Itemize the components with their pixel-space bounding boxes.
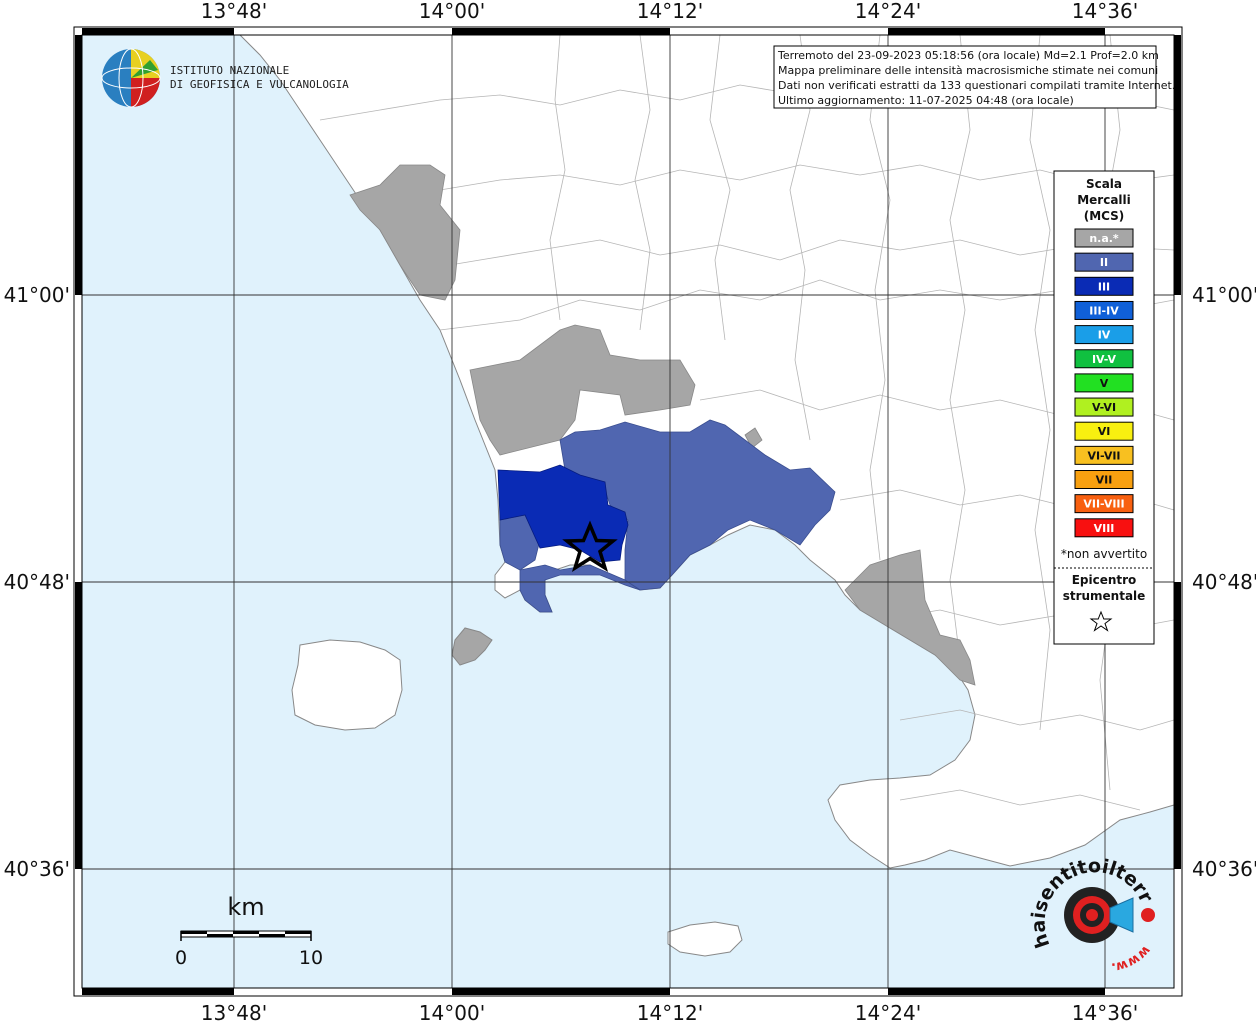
lon-label: 14°00'	[419, 1001, 485, 1024]
legend-swatch	[1074, 518, 1134, 538]
legend-swatch	[1074, 445, 1134, 465]
lon-label: 14°36'	[1072, 0, 1138, 23]
legend-items: n.a.*IIIIIIII-IVIVIV-VVV-VIVIVI-VIIVIIVI…	[1074, 228, 1134, 538]
legend-swatch	[1074, 470, 1134, 489]
epicenter-title-line2: strumentale	[1063, 589, 1146, 603]
legend-label: VIII	[1094, 522, 1115, 535]
scale-max: 10	[299, 947, 323, 969]
lon-label: 13°48'	[201, 0, 267, 23]
lat-label: 40°36'	[4, 857, 70, 881]
legend-label: VI	[1098, 425, 1111, 438]
legend-label: IV-V	[1092, 353, 1117, 366]
info-line-map: Mappa preliminare delle intensità macros…	[778, 64, 1158, 77]
legend-note: *non avvertito	[1061, 547, 1147, 561]
island-capri	[667, 921, 743, 957]
legend-label: V	[1100, 377, 1109, 390]
lat-label: 41°00'	[1192, 283, 1256, 307]
scale-bar: km 0 10	[175, 893, 323, 969]
lat-label: 40°48'	[1192, 570, 1256, 594]
legend-label: III-IV	[1089, 304, 1119, 317]
megaphone-icon	[1109, 897, 1134, 933]
legend-label: II	[1100, 256, 1108, 269]
legend-swatch	[1074, 397, 1134, 417]
scale-unit: km	[227, 893, 264, 921]
scale-min: 0	[175, 947, 187, 969]
lat-label: 40°48'	[4, 570, 70, 594]
legend-label: VI-VII	[1087, 449, 1120, 462]
legend-title-line1: Scala	[1086, 177, 1122, 191]
lon-label: 13°48'	[201, 1001, 267, 1024]
ingv-logo: ISTITUTO NAZIONALE DI GEOFISICA E VULCAN…	[101, 48, 349, 108]
institute-name-line1: ISTITUTO NAZIONALE	[170, 64, 289, 77]
legend-label: IV	[1098, 329, 1111, 342]
legend-swatch	[1074, 494, 1134, 514]
lon-label: 14°12'	[637, 0, 703, 23]
lon-label: 14°24'	[855, 1001, 921, 1024]
region-not-felt	[349, 164, 976, 686]
legend-swatch	[1074, 300, 1134, 320]
info-box: Terremoto del 23-09-2023 05:18:56 (ora l…	[773, 45, 1175, 109]
legend-label: III	[1098, 280, 1110, 293]
legend-label: V-VI	[1092, 401, 1116, 414]
epicenter-star-icon	[562, 520, 618, 572]
lon-label: 14°00'	[419, 0, 485, 23]
lon-label: 14°12'	[637, 1001, 703, 1024]
institute-name-line2: DI GEOFISICA E VULCANOLOGIA	[170, 78, 349, 91]
legend-swatch	[1074, 228, 1134, 248]
lat-labels-right: 41°00' 40°48' 40°36'	[1192, 283, 1256, 881]
legend-label: VII	[1096, 474, 1113, 487]
intensity-legend: Scala Mercalli (MCS) n.a.*IIIIIIII-IVIVI…	[1053, 170, 1155, 645]
legend-title-line2: Mercalli	[1077, 193, 1131, 207]
legend-label: VII-VIII	[1083, 498, 1124, 511]
lon-label: 14°24'	[855, 0, 921, 23]
lat-labels-left: 41°00' 40°48' 40°36'	[4, 283, 70, 881]
info-line-event: Terremoto del 23-09-2023 05:18:56 (ora l…	[777, 49, 1159, 62]
info-line-updated: Ultimo aggiornamento: 11-07-2025 04:48 (…	[778, 94, 1074, 107]
lat-label: 40°36'	[1192, 857, 1256, 881]
island-ischia	[291, 639, 403, 731]
info-dot-icon	[1141, 908, 1155, 922]
legend-swatch	[1074, 325, 1134, 345]
lon-labels-bottom: 13°48' 14°00' 14°12' 14°24' 14°36'	[201, 1001, 1138, 1025]
graticule	[82, 35, 1174, 988]
lon-label: 14°36'	[1072, 1001, 1138, 1024]
legend-label: n.a.*	[1089, 232, 1119, 245]
legend-title-line3: (MCS)	[1084, 209, 1125, 223]
island-procida	[451, 627, 493, 666]
legend-swatch	[1074, 252, 1134, 272]
epicenter-title-line1: Epicentro	[1072, 573, 1137, 587]
legend-star-icon	[1089, 610, 1113, 632]
legend-swatch	[1074, 373, 1134, 393]
legend-swatch	[1074, 421, 1134, 441]
lat-label: 41°00'	[4, 283, 70, 307]
info-line-data: Dati non verificati estratti da 133 ques…	[778, 79, 1175, 92]
map-frame	[73, 26, 1183, 997]
legend-swatch	[1074, 349, 1134, 369]
legend-swatch	[1074, 276, 1134, 296]
lon-labels-top: 13°48' 14°00' 14°12' 14°24' 14°36'	[201, 0, 1138, 23]
